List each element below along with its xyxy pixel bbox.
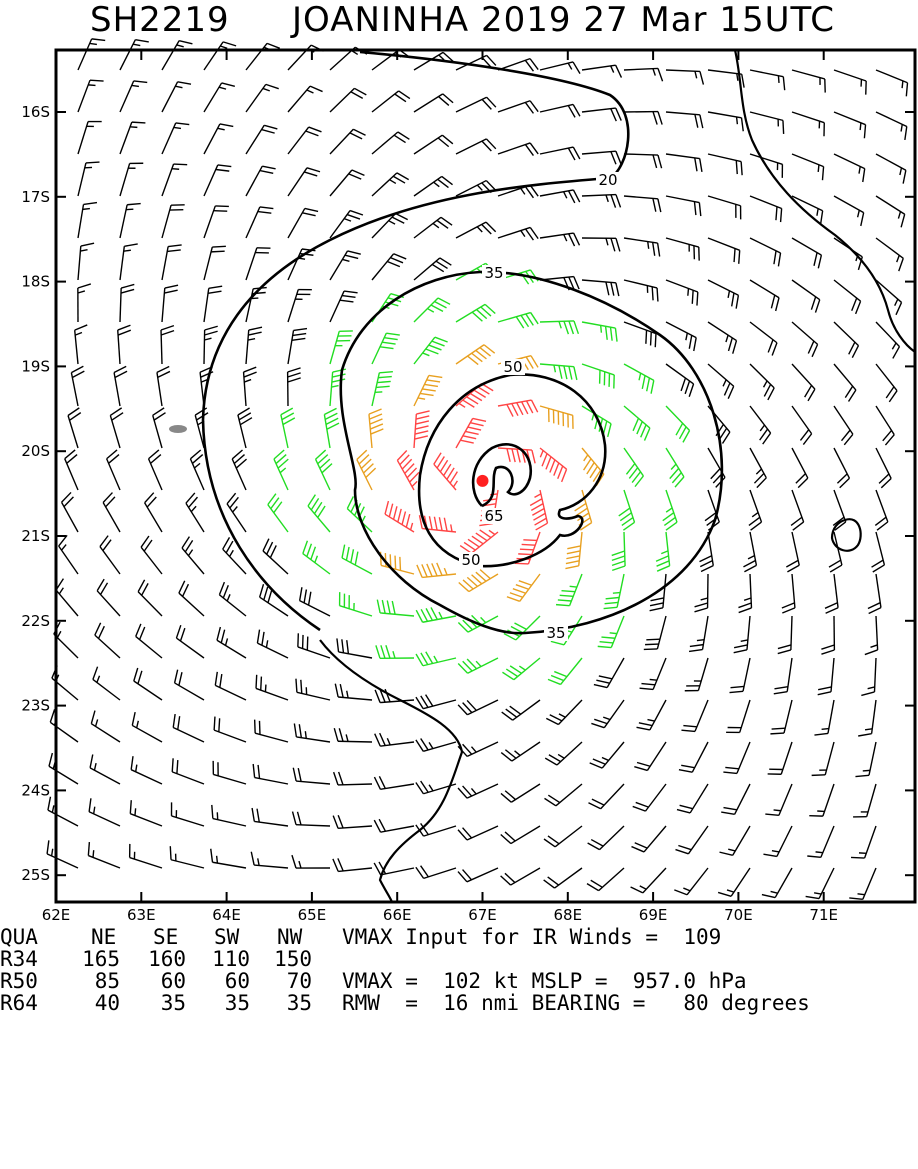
lat-label: 17S xyxy=(21,188,50,206)
contour-label: 35 xyxy=(546,624,565,642)
row-label: R50 xyxy=(0,970,38,992)
r50-ne: 85 xyxy=(60,970,120,992)
lat-label: 16S xyxy=(21,103,50,121)
r50-nw: 70 xyxy=(252,970,312,992)
r50-se: 60 xyxy=(126,970,186,992)
r64-nw: 35 xyxy=(252,992,312,1014)
header-se: SE xyxy=(153,926,178,948)
lat-label: 19S xyxy=(21,357,50,375)
lon-label: 63E xyxy=(127,906,156,924)
r34-nw: 150 xyxy=(252,948,312,970)
header-nw: NW xyxy=(277,926,302,948)
contour-label: 65 xyxy=(484,507,503,525)
r50-sw: 60 xyxy=(190,970,250,992)
lat-label: 18S xyxy=(21,273,50,291)
lat-label: 22S xyxy=(21,612,50,630)
lat-label: 25S xyxy=(21,866,50,884)
storm-center-marker xyxy=(477,475,489,487)
lon-label: 67E xyxy=(468,906,497,924)
longitude-labels: 62E 63E 64E 65E 66E 67E 68E 69E 70E 71E xyxy=(42,906,838,924)
table-row-r64: R64 40 35 35 35 RMW = 16 nmi BEARING = 8… xyxy=(0,992,51,1014)
table-row-r50: R50 85 60 60 70 VMAX = 102 kt MSLP = 957… xyxy=(0,970,51,992)
info-line-2: VMAX = 102 kt MSLP = 957.0 hPa xyxy=(342,970,747,992)
contour-label: 50 xyxy=(503,358,522,376)
lon-label: 70E xyxy=(724,906,753,924)
contour-label: 35 xyxy=(484,264,503,282)
lon-label: 62E xyxy=(42,906,71,924)
info-line-1: VMAX Input for IR Winds = 109 xyxy=(342,926,721,948)
latitude-labels: 16S 17S 18S 19S 20S 21S 22S 23S 24S 25S xyxy=(21,103,50,884)
r64-se: 35 xyxy=(126,992,186,1014)
r64-ne: 40 xyxy=(60,992,120,1014)
lat-label: 23S xyxy=(21,697,50,715)
contour-label: 50 xyxy=(461,551,480,569)
row-label: R34 xyxy=(0,948,38,970)
r64-sw: 35 xyxy=(190,992,250,1014)
info-line-3: RMW = 16 nmi BEARING = 80 degrees xyxy=(342,992,810,1014)
contour-label: 20 xyxy=(598,171,617,189)
lon-label: 68E xyxy=(554,906,583,924)
island-gray xyxy=(169,425,187,433)
lon-label: 69E xyxy=(639,906,668,924)
lon-label: 71E xyxy=(809,906,838,924)
lat-label: 24S xyxy=(21,781,50,799)
lat-label: 21S xyxy=(21,527,50,545)
lon-label: 64E xyxy=(212,906,241,924)
lon-label: 66E xyxy=(383,906,412,924)
header-qua: QUA xyxy=(0,926,38,948)
r34-sw: 110 xyxy=(190,948,250,970)
row-label: R64 xyxy=(0,992,38,1014)
lon-label: 65E xyxy=(298,906,327,924)
wind-field-map: 20 35 50 65 50 35 16S 17S 18S 19S 20S 21S 22S 23S 24S… xyxy=(0,0,918,926)
table-header-row: QUA NE SE SW NW VMAX Input for IR Winds … xyxy=(0,926,51,948)
lat-label: 20S xyxy=(21,442,50,460)
r34-se: 160 xyxy=(126,948,186,970)
table-row-r34: R34 165 160 110 150 xyxy=(0,948,51,970)
header-ne: NE xyxy=(91,926,116,948)
r34-ne: 165 xyxy=(60,948,120,970)
header-sw: SW xyxy=(214,926,239,948)
